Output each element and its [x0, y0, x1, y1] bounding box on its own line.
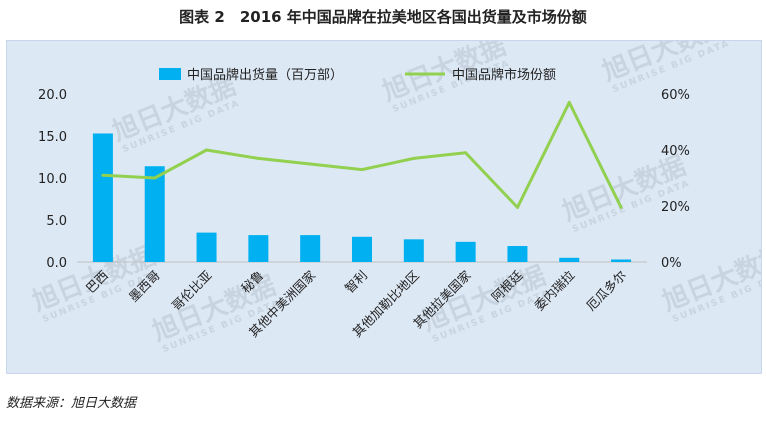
line-point	[412, 156, 416, 160]
legend-bar-label: 中国品牌出货量（百万部）	[187, 67, 343, 83]
bar-series	[92, 133, 632, 262]
bar	[300, 235, 321, 262]
right-axis-tick-label: 40%	[661, 144, 690, 159]
left-axis-tick-label: 20.0	[38, 88, 67, 103]
bar	[611, 259, 632, 262]
legend-line-label: 中国品牌市场份额	[452, 67, 556, 83]
data-source-note: 数据来源：旭日大数据	[6, 396, 137, 411]
bar	[144, 166, 165, 262]
bar	[196, 232, 217, 262]
bar	[248, 235, 269, 262]
chart-title: 图表 2 2016 年中国品牌在拉美地区各国出货量及市场份额	[179, 8, 587, 26]
line-point	[360, 168, 364, 172]
right-axis-tick-label: 0%	[661, 256, 682, 271]
bar	[507, 246, 528, 262]
line-point	[464, 151, 468, 155]
bar	[559, 257, 580, 262]
category-label: 厄瓜多尔	[583, 268, 629, 314]
legend-bar-swatch	[159, 68, 181, 80]
line-point	[515, 205, 519, 209]
line-point	[101, 173, 105, 177]
line-point	[619, 205, 623, 209]
left-axis-tick-label: 15.0	[38, 130, 67, 145]
line-point	[308, 162, 312, 166]
bar	[92, 133, 113, 262]
right-axis-tick-label: 60%	[661, 88, 690, 103]
bar	[352, 236, 372, 262]
left-axis-tick-label: 0.0	[46, 256, 67, 271]
left-axis-tick-label: 5.0	[46, 214, 67, 229]
left-axis-tick-label: 10.0	[38, 172, 67, 187]
line-series	[101, 100, 623, 209]
line-point	[256, 156, 260, 160]
category-label: 智利	[342, 268, 370, 296]
chart-panel: 旭日大数据 SUNRISE BIG DATA 旭日大数据 SUNRISE BIG DA…	[6, 40, 762, 374]
bar	[403, 239, 424, 262]
line-point	[567, 100, 571, 104]
bar	[455, 241, 476, 262]
right-axis: 0% 20% 40% 60%	[661, 88, 690, 271]
line-point	[153, 176, 157, 180]
left-axis: 0.0 5.0 10.0 15.0 20.0	[38, 88, 647, 271]
right-axis-tick-label: 20%	[661, 200, 690, 215]
line-point	[205, 148, 209, 152]
legend: 中国品牌出货量（百万部） 中国品牌市场份额	[159, 67, 556, 83]
